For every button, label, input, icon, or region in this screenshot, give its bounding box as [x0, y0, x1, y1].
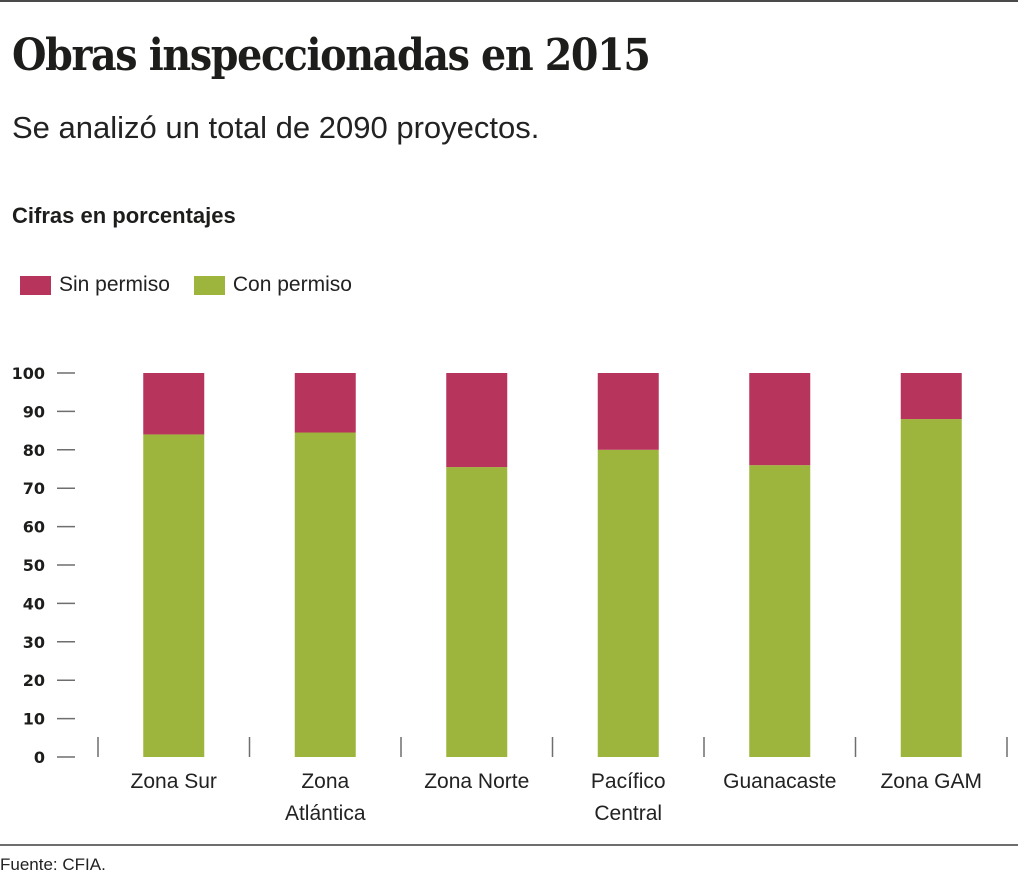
y-tick-label: 80	[23, 441, 45, 460]
x-category-label: Guanacaste	[723, 770, 836, 793]
y-tick-label: 90	[23, 402, 45, 421]
units-note: Cifras en porcentajes	[12, 203, 236, 228]
bar-segment-sin-permiso	[294, 373, 356, 433]
bar-segment-sin-permiso	[446, 373, 508, 468]
y-axis: 0 10 20 30 40 50 60 70 80 90 100	[12, 364, 75, 767]
legend: Sin permiso Con permiso	[20, 273, 376, 297]
top-rule	[0, 0, 1018, 2]
bar-segment-con-permiso	[597, 449, 659, 757]
y-tick-label: 10	[23, 710, 45, 729]
chart-title: Obras inspeccionadas en 2015	[12, 30, 651, 81]
bar-segment-con-permiso	[294, 432, 356, 757]
x-category-label: Zona Norte	[424, 770, 529, 793]
y-tick-label: 60	[23, 518, 45, 537]
x-category-label: Zona Sur	[131, 770, 217, 793]
bar-segment-sin-permiso	[597, 373, 659, 450]
legend-swatch-sin-permiso	[20, 275, 51, 295]
bar-segment-sin-permiso	[143, 373, 205, 435]
legend-label-con-permiso: Con permiso	[232, 273, 352, 296]
x-category-label: Atlántica	[285, 802, 366, 825]
x-category-label: Pacífico	[591, 770, 666, 793]
chart-subtitle: Se analizó un total de 2090 proyectos.	[12, 110, 540, 145]
x-axis-labels: Zona Sur Zona Atlántica Zona Norte Pacífico C…	[131, 770, 982, 825]
bottom-rule	[0, 844, 1018, 846]
y-tick-label: 100	[12, 364, 45, 383]
bars	[143, 373, 962, 757]
x-category-label: Zona	[301, 770, 349, 793]
legend-item-con-permiso: Con permiso	[193, 273, 352, 297]
source-note: Fuente: CFIA.	[0, 855, 106, 874]
x-category-label: Central	[594, 802, 662, 825]
bar-segment-sin-permiso	[749, 373, 811, 466]
legend-swatch-con-permiso	[193, 275, 225, 295]
y-tick-label: 50	[23, 556, 45, 575]
y-tick-label: 40	[23, 594, 45, 613]
bar-segment-sin-permiso	[900, 373, 962, 420]
bar-segment-con-permiso	[900, 419, 962, 757]
y-tick-label: 30	[23, 633, 45, 652]
legend-label-sin-permiso: Sin permiso	[59, 273, 170, 296]
y-tick-label: 0	[34, 748, 45, 767]
y-tick-label: 20	[23, 671, 45, 690]
legend-item-sin-permiso: Sin permiso	[20, 273, 170, 297]
y-tick-label: 70	[23, 479, 45, 498]
bar-segment-con-permiso	[749, 465, 811, 757]
x-category-label: Zona GAM	[880, 770, 982, 793]
bar-segment-con-permiso	[446, 467, 508, 757]
bar-segment-con-permiso	[143, 434, 205, 757]
category-separators	[97, 737, 1008, 757]
